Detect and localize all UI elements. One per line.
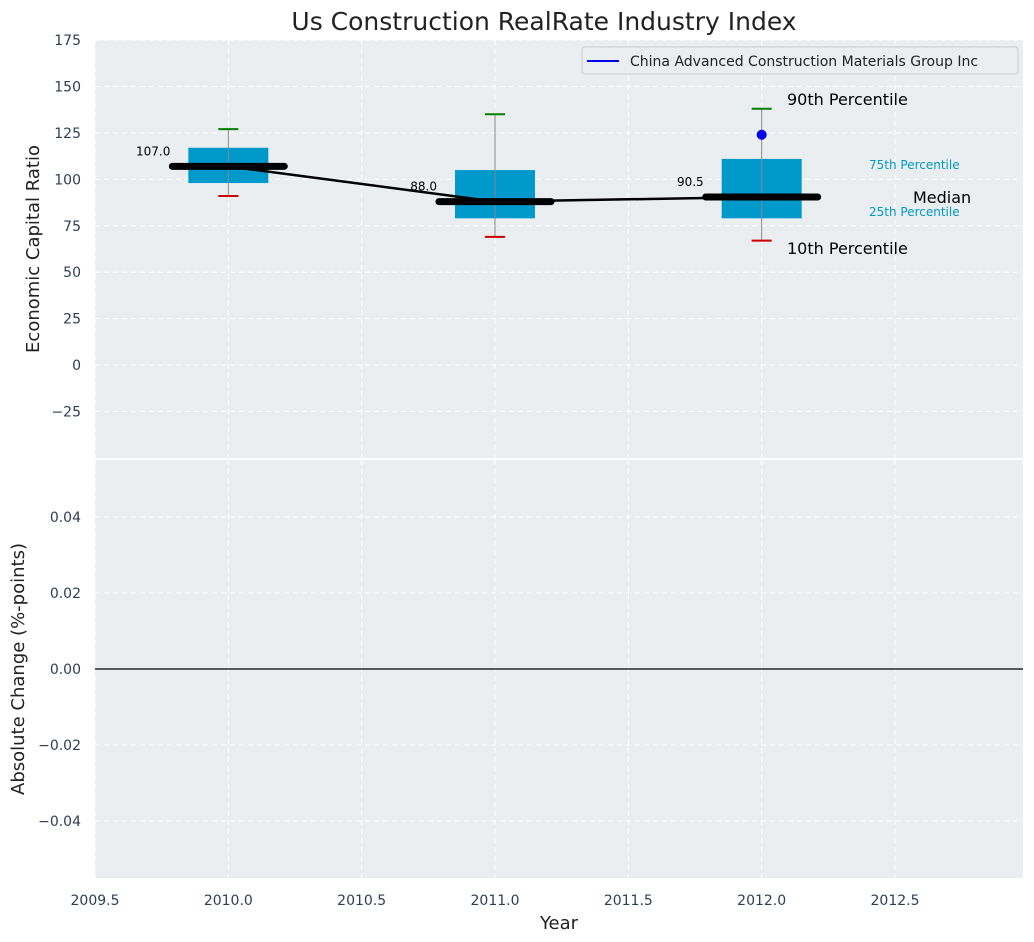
legend-label: China Advanced Construction Materials Gr… [630,54,978,70]
top-panel: 175 150 125 100 75 50 25 0 −25 107.088.0 90.5 90t… [23,33,1023,458]
top-y-tick-label: 175 [54,33,81,49]
top-y-tick-label: 0 [72,358,81,374]
percentile-annotations: 90th Percentile 75th Percentile Median 2… [787,90,971,258]
annotation-p90: 90th Percentile [787,90,908,109]
box-plots: 107.088.0 90.5 [136,107,822,242]
top-y-axis-title: Economic Capital Ratio [23,145,44,353]
company-data-point [756,129,767,140]
x-tick-label: 2009.5 [71,893,120,909]
top-y-tick-label: 75 [63,219,81,235]
bottom-y-axis-title: Absolute Change (%-points) [8,543,29,795]
company-series [756,129,767,140]
x-tick-label: 2012.0 [737,893,786,909]
x-tick-label: 2011.0 [471,893,520,909]
top-grid [94,39,1023,458]
annotation-p25: 25th Percentile [869,205,960,219]
x-tick-label: 2011.5 [604,893,653,909]
bottom-y-tick-label: −0.04 [38,814,81,830]
annotation-p10: 10th Percentile [787,239,908,258]
top-plot-background [95,40,1023,458]
x-tick-label: 2010.5 [337,893,386,909]
x-ticks: 2009.5 2010.0 2010.5 2011.0 2011.5 2012.0 2012… [71,893,920,909]
annotation-p75: 75th Percentile [869,158,960,172]
top-y-tick-label: −25 [51,405,81,421]
top-y-tick-label: 25 [63,312,81,328]
bottom-y-tick-label: 0.04 [50,510,81,526]
top-y-ticks: 175 150 125 100 75 50 25 0 −25 [51,33,81,421]
bottom-y-tick-label: 0.02 [50,586,81,602]
bottom-y-tick-label: −0.02 [38,738,81,754]
x-axis-title: Year [539,913,579,934]
top-y-tick-label: 125 [54,126,81,142]
bottom-panel: 0.04 0.02 0.00 −0.02 −0.04 2009.5 2010.0 2010.… [8,460,1023,934]
top-y-tick-label: 50 [63,265,81,281]
x-tick-label: 2010.0 [204,893,253,909]
bottom-y-ticks: 0.04 0.02 0.00 −0.02 −0.04 [38,510,81,830]
median-value-label: 107.0 [136,144,170,158]
bottom-y-tick-label: 0.00 [50,662,81,678]
median-value-label: 90.5 [677,175,704,189]
median-trend [228,165,762,203]
top-y-tick-label: 150 [54,79,81,95]
chart-title: Us Construction RealRate Industry Index [291,7,796,36]
annotation-median: Median [913,188,971,207]
median-line [228,165,762,203]
legend-box [581,46,1019,75]
legend: China Advanced Construction Materials Gr… [581,46,1019,75]
x-tick-label: 2012.5 [871,893,920,909]
top-y-tick-label: 100 [54,172,81,188]
